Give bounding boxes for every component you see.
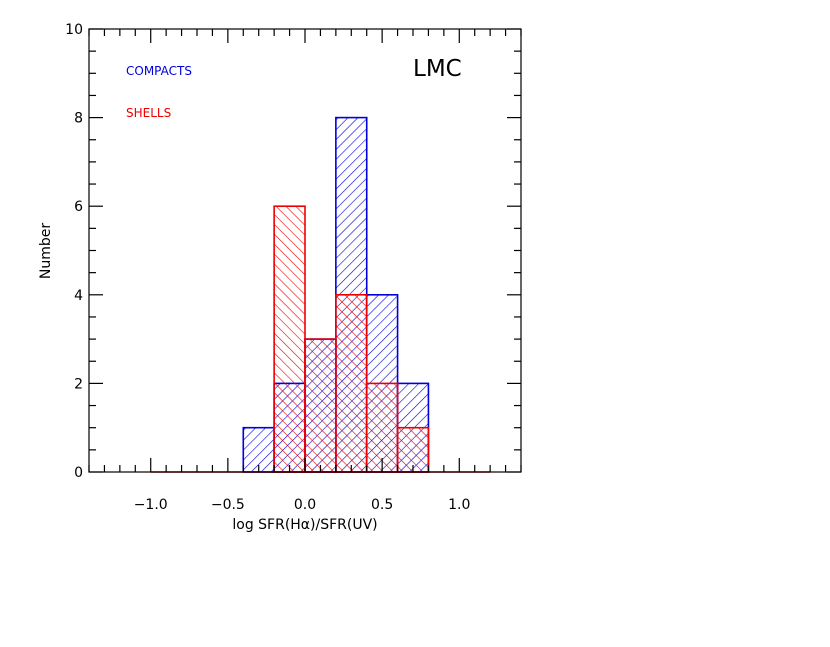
x-tick-label: −0.5: [211, 497, 245, 513]
y-tick-label: 0: [74, 465, 83, 481]
x-tick-label: 1.0: [448, 497, 470, 513]
shells-bar: [273, 205, 306, 473]
shells-bar: [335, 293, 368, 473]
x-axis-label: log SFR(Hα)/SFR(UV): [232, 517, 377, 533]
x-tick-label: 0.0: [294, 497, 316, 513]
y-tick-label: 8: [74, 111, 83, 127]
legend-compacts-label: COMPACTS: [126, 64, 192, 78]
x-tick-label: −1.0: [134, 497, 168, 513]
x-tick-label: 0.5: [371, 497, 393, 513]
y-tick-label: 10: [65, 22, 83, 38]
shells-bar: [304, 338, 337, 473]
y-axis-label: Number: [38, 223, 54, 279]
lmc-annotation: LMC: [413, 56, 462, 82]
y-tick-label: 6: [74, 199, 83, 215]
legend-shells-label: SHELLS: [126, 106, 171, 120]
axes-layer: −1.0 −0.5 0.0 0.5 1.0 0 2 4 6 8 10: [65, 22, 522, 513]
y-tick-label: 4: [74, 288, 83, 304]
shells-bar: [365, 382, 399, 473]
y-tick-label: 2: [74, 376, 83, 392]
shells-bar: [396, 426, 430, 473]
